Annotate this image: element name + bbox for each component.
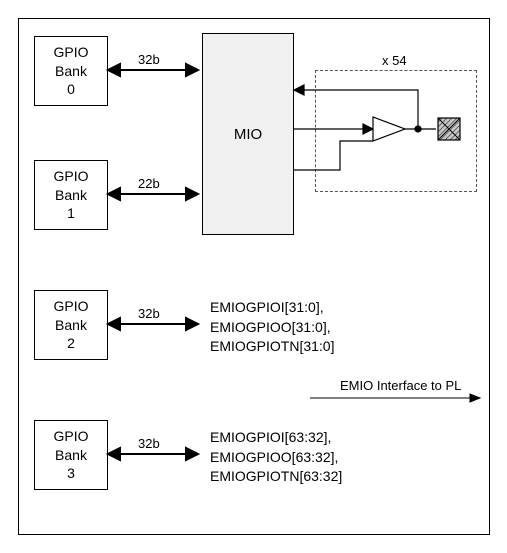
gpio-bank-3-l2: Bank	[35, 446, 107, 465]
bus-label-bank0: 32b	[138, 52, 160, 67]
gpio-bank-0-l1: GPIO	[35, 43, 107, 62]
mio-block: MIO	[202, 33, 294, 235]
x54-label: x 54	[382, 53, 407, 68]
gpio-bank-2-l3: 2	[35, 334, 107, 353]
bus-label-bank2: 32b	[138, 306, 160, 321]
bus-label-bank1: 22b	[138, 176, 160, 191]
gpio-bank-0-l2: Bank	[35, 62, 107, 81]
gpio-bank-2-l2: Bank	[35, 316, 107, 335]
gpio-bank-3: GPIO Bank 3	[34, 420, 108, 490]
gpio-bank-1-l1: GPIO	[35, 167, 107, 186]
gpio-bank-1: GPIO Bank 1	[34, 160, 108, 230]
signals-bank2: EMIOGPIOI[31:0], EMIOGPIOO[31:0], EMIOGP…	[210, 298, 334, 357]
gpio-bank-1-l2: Bank	[35, 186, 107, 205]
gpio-bank-0-l3: 0	[35, 80, 107, 99]
bus-label-bank3: 32b	[138, 436, 160, 451]
emio-interface-label: EMIO Interface to PL	[340, 378, 461, 393]
mio-label: MIO	[234, 126, 262, 143]
x54-box	[315, 70, 477, 192]
gpio-bank-1-l3: 1	[35, 204, 107, 223]
signals-bank3: EMIOGPIOI[63:32], EMIOGPIOO[63:32], EMIO…	[210, 428, 342, 487]
gpio-bank-0: GPIO Bank 0	[34, 36, 108, 106]
gpio-bank-2: GPIO Bank 2	[34, 290, 108, 360]
gpio-bank-3-l1: GPIO	[35, 427, 107, 446]
diagram-canvas: GPIO Bank 0 GPIO Bank 1 GPIO Bank 2 GPIO…	[0, 0, 507, 553]
gpio-bank-2-l1: GPIO	[35, 297, 107, 316]
gpio-bank-3-l3: 3	[35, 464, 107, 483]
